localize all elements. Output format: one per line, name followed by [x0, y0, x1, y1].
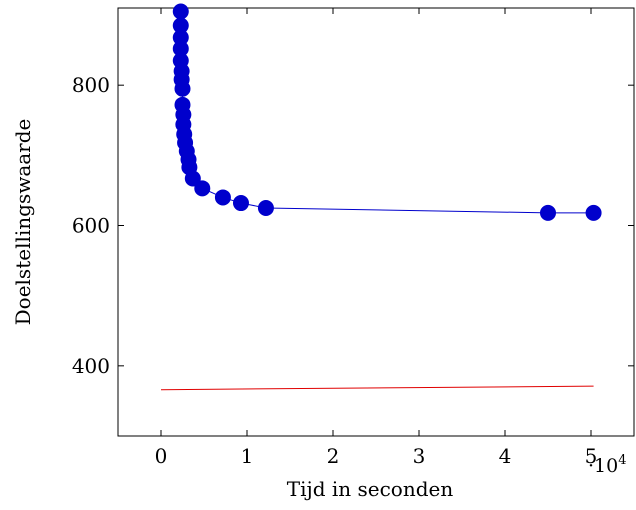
x-tick-label: 3: [413, 444, 426, 468]
y-tick-label: 600: [72, 214, 110, 238]
x-axis-multiplier-base: ·10: [588, 455, 618, 477]
data-point: [214, 189, 231, 206]
x-tick-label: 0: [155, 444, 168, 468]
data-point: [184, 170, 201, 187]
plot-area-frame: [117, 7, 635, 437]
x-axis-multiplier-exponent: 4: [618, 453, 626, 468]
x-tick-label: 1: [241, 444, 254, 468]
series-layer: [160, 3, 602, 391]
series-line-2: [160, 385, 594, 391]
data-point: [172, 3, 189, 20]
data-point: [174, 80, 191, 97]
series-line-1: [180, 11, 594, 214]
x-tick-label: 5: [585, 444, 598, 468]
x-tick-label: 4: [499, 444, 512, 468]
y-tick-label: 400: [72, 354, 110, 378]
data-point: [232, 195, 249, 212]
data-point: [257, 199, 274, 216]
data-point: [585, 204, 602, 221]
x-tick-label: 2: [327, 444, 340, 468]
x-axis-label: Tijd in seconden: [287, 477, 454, 501]
axis-ticks: [118, 8, 634, 436]
y-tick-label: 800: [72, 73, 110, 97]
data-point: [194, 180, 211, 197]
x-axis-multiplier: ·104: [588, 453, 627, 477]
y-axis-label: Doelstellingswaarde: [11, 119, 35, 326]
tick-labels: 0 1 2 3 4 5 400 600 800: [72, 73, 598, 468]
data-point: [540, 204, 556, 221]
